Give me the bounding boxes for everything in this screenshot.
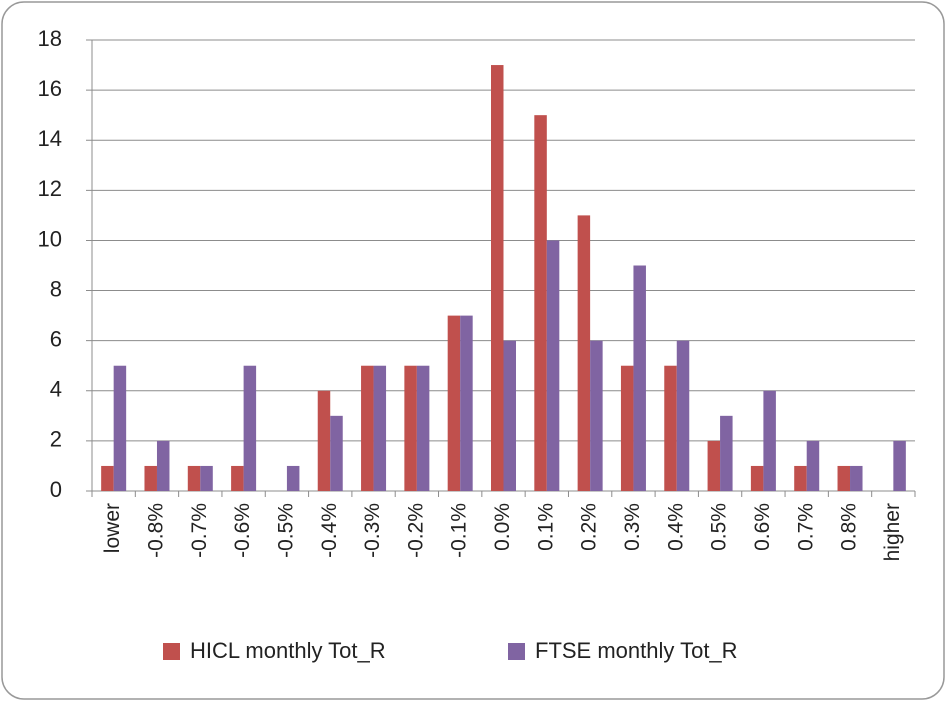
bar bbox=[503, 340, 516, 491]
bar bbox=[664, 365, 677, 491]
bar bbox=[794, 465, 807, 491]
bar bbox=[156, 440, 170, 491]
x-tick-label: 0.4% bbox=[664, 503, 687, 551]
bar bbox=[101, 465, 114, 491]
bar bbox=[676, 340, 690, 491]
x-tick-label: -0.1% bbox=[448, 503, 471, 558]
x-tick-label: 0.2% bbox=[578, 503, 601, 551]
legend-swatch bbox=[163, 643, 180, 660]
y-tick-label: 2 bbox=[50, 427, 62, 452]
bar bbox=[286, 465, 300, 491]
y-tick-label: 14 bbox=[38, 126, 62, 151]
legend-label: HICL monthly Tot_R bbox=[190, 638, 386, 663]
bar bbox=[330, 415, 343, 491]
x-tick-label: higher bbox=[881, 503, 904, 561]
bar bbox=[144, 465, 157, 491]
x-tick-label: -0.8% bbox=[145, 503, 168, 558]
y-tick-label: 10 bbox=[38, 226, 62, 251]
bar bbox=[491, 65, 504, 492]
x-tick-label: -0.6% bbox=[231, 503, 254, 558]
bar bbox=[243, 365, 257, 491]
bar bbox=[534, 115, 547, 492]
bar bbox=[546, 240, 560, 491]
y-tick-label: 4 bbox=[50, 377, 62, 402]
bar bbox=[633, 265, 646, 491]
bar bbox=[231, 465, 244, 491]
bar bbox=[850, 465, 863, 491]
bar bbox=[113, 365, 127, 491]
bar bbox=[317, 390, 331, 491]
y-tick-label: 18 bbox=[38, 26, 62, 51]
x-tick-label: 0.0% bbox=[491, 503, 514, 551]
x-tick-label: -0.3% bbox=[361, 503, 384, 558]
legend-label: FTSE monthly Tot_R bbox=[535, 638, 738, 663]
legend-swatch bbox=[508, 643, 525, 660]
bar bbox=[404, 365, 417, 491]
bar bbox=[620, 365, 634, 491]
bar bbox=[837, 465, 851, 491]
x-tick-label: 0.7% bbox=[794, 503, 817, 551]
x-tick-label: 0.5% bbox=[708, 503, 731, 551]
y-tick-label: 16 bbox=[38, 76, 62, 101]
x-tick-label: lower bbox=[101, 503, 124, 553]
bar bbox=[460, 315, 473, 491]
y-tick-label: 12 bbox=[38, 176, 62, 201]
x-tick-label: 0.1% bbox=[534, 503, 557, 551]
bar bbox=[577, 215, 591, 491]
bar bbox=[707, 440, 721, 491]
bar bbox=[590, 340, 603, 491]
bar bbox=[893, 440, 906, 491]
bar bbox=[720, 415, 733, 491]
x-tick-label: -0.2% bbox=[404, 503, 427, 558]
x-tick-label: 0.8% bbox=[838, 503, 861, 551]
bar bbox=[763, 390, 776, 491]
x-tick-label: -0.7% bbox=[188, 503, 211, 558]
x-tick-label: -0.4% bbox=[318, 503, 341, 558]
y-tick-label: 8 bbox=[50, 276, 62, 301]
bar bbox=[447, 315, 461, 491]
y-tick-label: 6 bbox=[50, 326, 62, 351]
bar bbox=[200, 465, 213, 491]
bar bbox=[373, 365, 387, 491]
bar bbox=[416, 365, 430, 491]
bar bbox=[806, 440, 820, 491]
x-tick-label: 0.3% bbox=[621, 503, 644, 551]
bar bbox=[750, 465, 764, 491]
x-tick-label: -0.5% bbox=[274, 503, 297, 558]
y-tick-label: 0 bbox=[50, 477, 62, 502]
bar bbox=[187, 465, 201, 491]
x-tick-label: 0.6% bbox=[751, 503, 774, 551]
bar bbox=[361, 365, 374, 491]
